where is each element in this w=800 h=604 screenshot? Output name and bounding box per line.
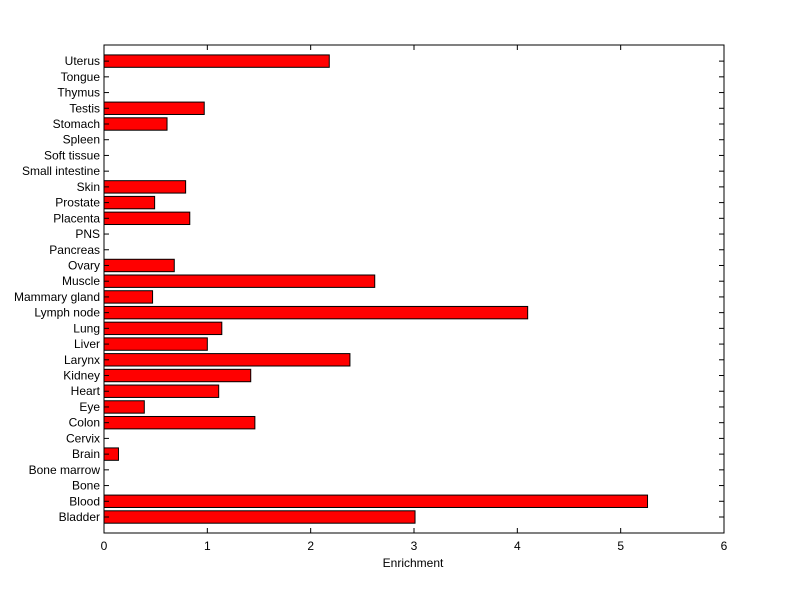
x-tick-label: 2	[307, 539, 314, 553]
bar-mammary-gland	[103, 290, 154, 304]
bar-skin	[103, 180, 187, 194]
y-tick-label: Muscle	[62, 274, 100, 288]
y-tick-label: Lymph node	[34, 306, 100, 320]
x-tick-label: 1	[204, 539, 211, 553]
bar-eye	[103, 400, 145, 414]
bar-muscle	[103, 274, 376, 288]
bar-lung	[103, 321, 223, 336]
y-tick-label: Lung	[73, 321, 100, 335]
y-tick-label: Brain	[72, 447, 100, 461]
bar-stomach	[103, 117, 168, 131]
bar-testis	[103, 101, 205, 115]
bar-heart	[103, 384, 220, 398]
bar-uterus	[103, 54, 330, 68]
y-tick-label: Bone	[72, 479, 100, 493]
y-tick-label: Heart	[71, 384, 101, 398]
bars	[103, 54, 649, 524]
bar-bladder	[103, 510, 416, 524]
x-tick-label: 5	[617, 539, 624, 553]
y-tick-label: Bone marrow	[29, 463, 101, 477]
y-tick-label: Colon	[69, 416, 100, 430]
y-tick-label: Cervix	[66, 431, 100, 445]
y-tick-label: Prostate	[55, 196, 100, 210]
y-tick-label: Eye	[79, 400, 100, 414]
bar-ovary	[103, 258, 175, 273]
bar-placenta	[103, 211, 191, 226]
y-tick-label: PNS	[75, 227, 100, 241]
y-tick-label: Kidney	[63, 369, 100, 383]
x-tick-label: 0	[101, 539, 108, 553]
y-tick-label: Stomach	[53, 117, 100, 131]
bar-prostate	[103, 195, 156, 210]
y-tick-label: Thymus	[57, 86, 100, 100]
y-tick-label: Placenta	[53, 211, 100, 225]
x-axis-label: Enrichment	[383, 556, 444, 570]
y-tick-label: Blood	[69, 494, 100, 508]
y-tick-label: Spleen	[63, 133, 100, 147]
bar-liver	[103, 337, 208, 351]
plot-frame	[103, 44, 725, 534]
x-tick-label: 6	[721, 539, 728, 553]
bar-kidney	[103, 368, 252, 383]
bar-lymph-node	[103, 305, 529, 320]
x-tick-label: 4	[514, 539, 521, 553]
bar-blood	[103, 494, 649, 508]
y-tick-label: Pancreas	[49, 243, 100, 257]
y-tick-label: Larynx	[64, 353, 100, 367]
y-tick-label: Small intestine	[22, 164, 100, 178]
ticks	[103, 45, 725, 533]
y-tick-label: Skin	[77, 180, 100, 194]
bar-colon	[103, 415, 256, 430]
y-tick-label: Ovary	[68, 258, 100, 272]
y-tick-label: Testis	[69, 101, 100, 115]
y-tick-label: Uterus	[65, 54, 100, 68]
y-tick-label: Bladder	[59, 510, 100, 524]
y-tick-label: Mammary gland	[14, 290, 100, 304]
y-tick-label: Liver	[74, 337, 100, 351]
y-tick-label: Tongue	[61, 70, 101, 84]
bar-larynx	[103, 353, 351, 367]
y-tick-label: Soft tissue	[44, 148, 100, 162]
x-tick-label: 3	[411, 539, 418, 553]
